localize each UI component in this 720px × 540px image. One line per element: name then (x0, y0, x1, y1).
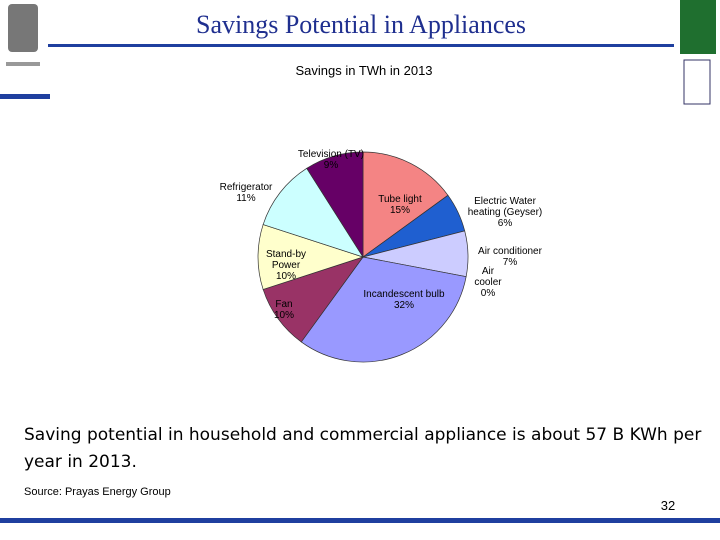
slice-label: Stand-by Power (265, 249, 307, 271)
slice-label: Incandescent bulb (363, 289, 445, 300)
bee-logo (680, 0, 716, 105)
slice-value-label: 15% (389, 205, 410, 216)
pie-slice (300, 256, 467, 363)
slice-value-label: 6% (497, 218, 513, 229)
pie-slice (262, 167, 364, 258)
title-bar (48, 0, 674, 47)
slice-value-label: 10% (275, 271, 296, 282)
slice-value-label: 7% (502, 257, 518, 268)
slice-value-label: 9% (323, 160, 339, 171)
slice-value-label: 10% (273, 310, 294, 321)
pie-chart (257, 151, 469, 363)
slice-value-label: 0% (480, 288, 496, 299)
slice-label: Air conditioner (478, 246, 542, 257)
slice-label: Television (TV) (297, 149, 365, 160)
source-text: Source: Prayas Energy Group (24, 486, 171, 498)
slice-label: Refrigerator (219, 182, 273, 193)
slice-label: Electric Water heating (Geyser) (467, 196, 543, 218)
slice-label: Air cooler (474, 266, 502, 288)
footer-line (0, 518, 720, 523)
slice-label: Tube light (378, 194, 422, 205)
emblem-logo (0, 4, 50, 99)
chart-title: Savings in TWh in 2013 (295, 63, 433, 78)
slice-value-label: 11% (236, 193, 256, 204)
slice-value-label: 32% (393, 300, 414, 311)
slice-label: Fan (275, 299, 293, 310)
slide-title: Savings Potential in Appliances (195, 10, 527, 39)
page-number: 32 (660, 498, 676, 513)
body-text: Saving potential in household and commer… (24, 425, 702, 472)
pie-slice (306, 151, 364, 259)
pie-slice (362, 151, 449, 258)
